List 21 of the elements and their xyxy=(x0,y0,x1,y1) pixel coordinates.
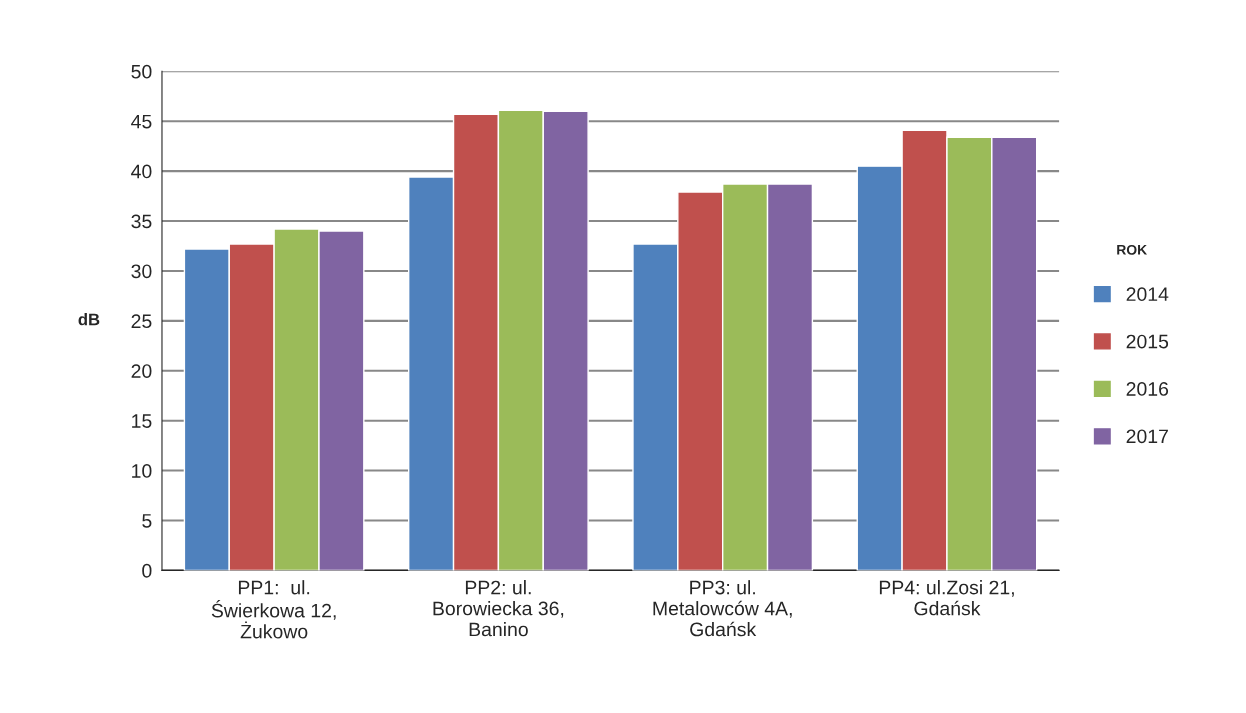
y-tick-label: 5 xyxy=(142,514,152,528)
y-tick-label: 15 xyxy=(132,414,152,428)
x-tick-label: PP2: ul. Borowiecka 36, Banino xyxy=(433,580,564,637)
y-tick-label: 30 xyxy=(131,264,152,279)
legend-label: 2014 xyxy=(1126,287,1169,302)
y-tick-label: 0 xyxy=(142,563,152,578)
y-tick-label: 40 xyxy=(131,164,152,179)
legend-title: ROK xyxy=(1117,244,1148,255)
y-tick-label: 10 xyxy=(132,464,152,478)
y-axis-title: dB xyxy=(78,313,100,326)
x-tick-label: PP4: ul.Zosi 21, Gdańsk xyxy=(879,580,1014,616)
y-tick-label: 35 xyxy=(131,214,152,229)
legend-label: 2015 xyxy=(1126,334,1169,349)
y-tick-label: 45 xyxy=(131,114,152,129)
y-tick-label: 25 xyxy=(131,314,152,329)
legend-label: 2017 xyxy=(1126,429,1168,444)
y-tick-label: 20 xyxy=(131,364,152,378)
x-tick-label: PP3: ul. Metalowców 4A, Gdańsk xyxy=(653,580,792,637)
x-tick-label: PP1: ul. Świerkowa 12, Żukowo xyxy=(211,580,336,639)
legend-label: 2016 xyxy=(1126,382,1169,396)
y-tick-label: 50 xyxy=(131,64,152,79)
